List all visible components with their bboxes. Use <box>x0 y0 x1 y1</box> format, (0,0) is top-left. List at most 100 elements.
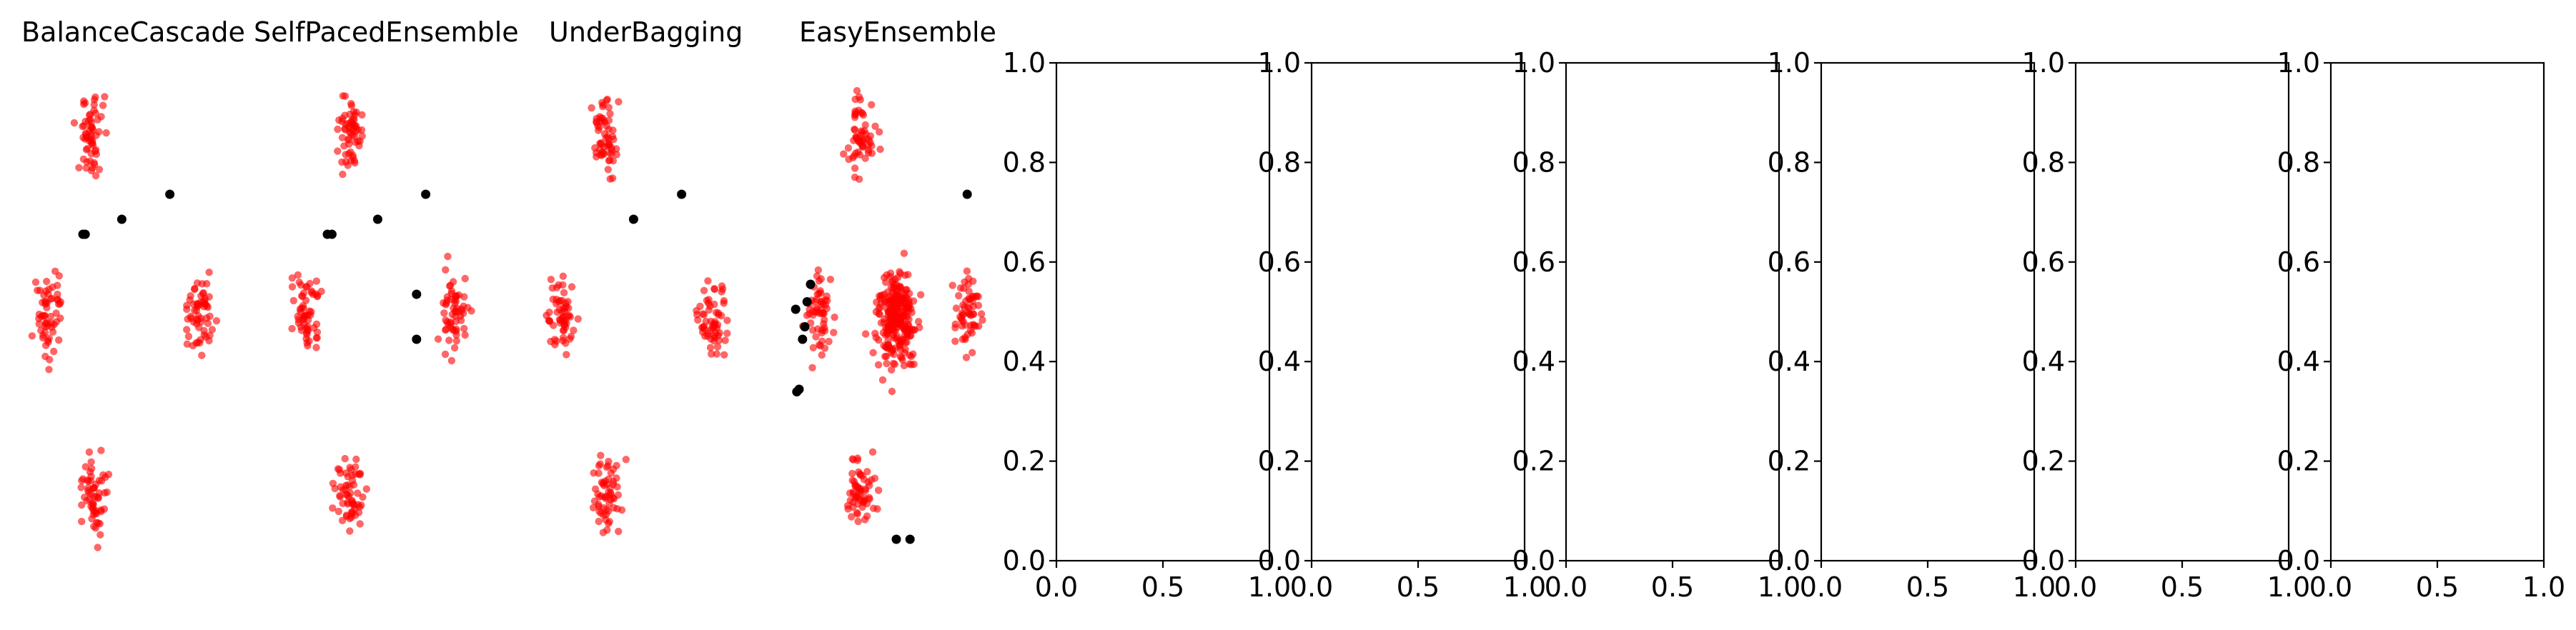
majority-point <box>979 316 986 324</box>
majority-point <box>464 304 472 311</box>
majority-point <box>977 310 986 318</box>
majority-point <box>549 321 558 329</box>
majority-point <box>607 469 615 477</box>
majority-point <box>461 274 469 283</box>
scatter-panel-4: EasyEnsemble <box>791 16 996 544</box>
y-tick-label: 1.0 <box>1258 47 1301 79</box>
majority-point <box>815 289 823 297</box>
empty-axes-4: 0.0 0.2 0.4 0.6 0.8 1.0 0.0 0.5 1.0 <box>1768 47 2056 603</box>
majority-point <box>91 109 99 117</box>
majority-point <box>41 312 49 320</box>
majority-point <box>335 507 342 516</box>
y-tick-label: 1.0 <box>1003 47 1046 79</box>
majority-point <box>560 326 568 334</box>
y-tick-label: 0.6 <box>2022 246 2065 278</box>
majority-point <box>952 304 961 312</box>
x-tick-label: 1.0 <box>1248 571 1291 603</box>
majority-point <box>873 505 881 513</box>
majority-point <box>903 313 911 321</box>
minority-point <box>421 189 431 199</box>
majority-point <box>868 101 876 109</box>
majority-point <box>447 287 456 295</box>
majority-point <box>588 104 595 112</box>
majority-point <box>452 337 460 345</box>
y-tick-label: 0.6 <box>1258 246 1301 278</box>
minority-point <box>165 189 175 199</box>
majority-point <box>49 328 57 336</box>
majority-point <box>890 334 898 342</box>
majority-point <box>884 336 892 345</box>
majority-point <box>78 517 86 526</box>
x-tick-label: 1.0 <box>1503 571 1546 603</box>
majority-point <box>857 109 865 116</box>
majority-point <box>574 315 582 323</box>
y-tick-label: 0.2 <box>1512 446 1555 477</box>
majority-point <box>77 484 85 491</box>
majority-point <box>693 306 700 315</box>
minority-point <box>677 189 687 199</box>
majority-point <box>848 513 856 521</box>
majority-point <box>447 295 455 304</box>
x-tick-label: 1.0 <box>1758 571 1800 603</box>
minority-point <box>962 189 972 199</box>
minority-point <box>412 334 422 344</box>
y-tick-label: 0.6 <box>1003 246 1046 278</box>
majority-point <box>297 292 306 300</box>
majority-point <box>350 156 358 165</box>
x-tick-label: 0.0 <box>2309 571 2352 603</box>
majority-point <box>856 151 864 159</box>
majority-point <box>97 446 105 454</box>
majority-point <box>334 125 342 134</box>
majority-point <box>880 274 888 281</box>
majority-point <box>96 531 104 539</box>
majority-point <box>851 174 859 181</box>
majority-point <box>39 331 47 339</box>
majority-point <box>851 125 858 134</box>
majority-point <box>825 337 833 346</box>
majority-point <box>338 516 347 524</box>
majority-point <box>815 277 823 285</box>
majority-point <box>43 322 51 330</box>
majority-point <box>461 331 469 339</box>
majority-point <box>718 288 725 296</box>
x-tick-label: 0.5 <box>1141 571 1184 603</box>
majority-point <box>570 326 578 334</box>
majority-point <box>104 471 113 479</box>
majority-point <box>595 461 603 470</box>
majority-point <box>850 152 858 160</box>
majority-point <box>186 296 194 304</box>
majority-point <box>90 101 98 109</box>
y-tick-label: 0.0 <box>1768 545 1810 576</box>
minority-point <box>791 304 801 314</box>
majority-point <box>613 461 620 469</box>
majority-point <box>875 304 883 312</box>
majority-point <box>909 297 918 305</box>
majority-point <box>559 272 567 280</box>
minority-point <box>792 387 802 396</box>
x-tick-label: 1.0 <box>2267 571 2310 603</box>
majority-point <box>78 501 86 509</box>
majority-point <box>846 489 854 497</box>
majority-point <box>604 461 612 470</box>
x-tick-label: 0.5 <box>2161 571 2204 603</box>
majority-point <box>560 307 569 316</box>
majority-point <box>955 291 963 300</box>
majority-point <box>52 318 61 326</box>
majority-point <box>344 161 352 169</box>
minority-point <box>412 289 422 299</box>
majority-point <box>184 315 192 323</box>
majority-point <box>42 277 51 286</box>
majority-point <box>618 506 626 514</box>
axes-frame <box>1565 61 1780 562</box>
majority-point <box>961 303 969 311</box>
majority-point <box>948 281 956 289</box>
majority-point <box>442 266 450 274</box>
majority-point <box>338 118 346 126</box>
majority-point <box>342 469 350 477</box>
majority-point <box>606 110 614 118</box>
majority-point <box>854 500 862 508</box>
majority-point <box>694 316 702 324</box>
x-tick-label: 0.0 <box>1800 571 1843 603</box>
majority-point <box>700 322 708 331</box>
majority-point <box>809 344 818 351</box>
